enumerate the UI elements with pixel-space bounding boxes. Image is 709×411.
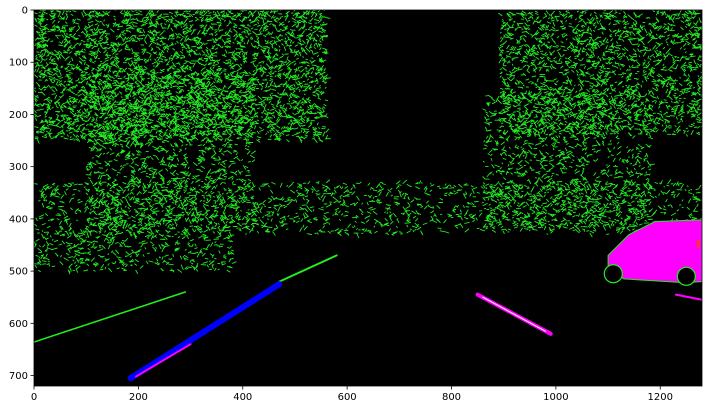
y-tick-label: 500 (9, 267, 28, 278)
binary-image (34, 10, 702, 382)
y-tick-label: 100 (9, 58, 28, 69)
x-axis: 0 200 400 600 800 1000 1200 (31, 386, 673, 403)
x-tick-label: 1000 (543, 392, 568, 403)
x-tick-label: 600 (338, 392, 357, 403)
edge-region-road_side_left (34, 226, 237, 275)
y-tick-label: 400 (9, 214, 28, 225)
edge-region-vegetation_right (498, 10, 702, 138)
segment-2 (127, 281, 283, 382)
car-wheel (676, 266, 696, 286)
x-tick-label: 0 (31, 392, 37, 403)
car-wheel (603, 264, 623, 284)
car-detection (603, 219, 702, 286)
y-tick-label: 200 (9, 110, 28, 121)
y-tick-label: 700 (9, 371, 28, 382)
edge-region-vegetation_left (34, 10, 332, 145)
x-tick-label: 400 (233, 392, 252, 403)
segment-3 (134, 343, 192, 378)
y-tick-label: 300 (9, 162, 28, 173)
y-tick-label: 600 (9, 319, 28, 330)
edge-region-tree_trunk_left (85, 70, 258, 234)
plot-frame (33, 9, 703, 387)
segment-5 (482, 296, 546, 332)
segment-0 (34, 291, 187, 343)
x-tick-label: 200 (129, 392, 148, 403)
y-tick-label: 0 (22, 6, 28, 17)
y-axis: 0 100 200 300 400 500 600 700 (9, 6, 34, 382)
car-taillight (696, 239, 700, 248)
segment-6 (674, 293, 702, 301)
x-tick-label: 1200 (648, 392, 673, 403)
segment-1 (278, 254, 338, 283)
x-tick-label: 800 (442, 392, 461, 403)
edge-region-horizon_band (34, 178, 702, 239)
